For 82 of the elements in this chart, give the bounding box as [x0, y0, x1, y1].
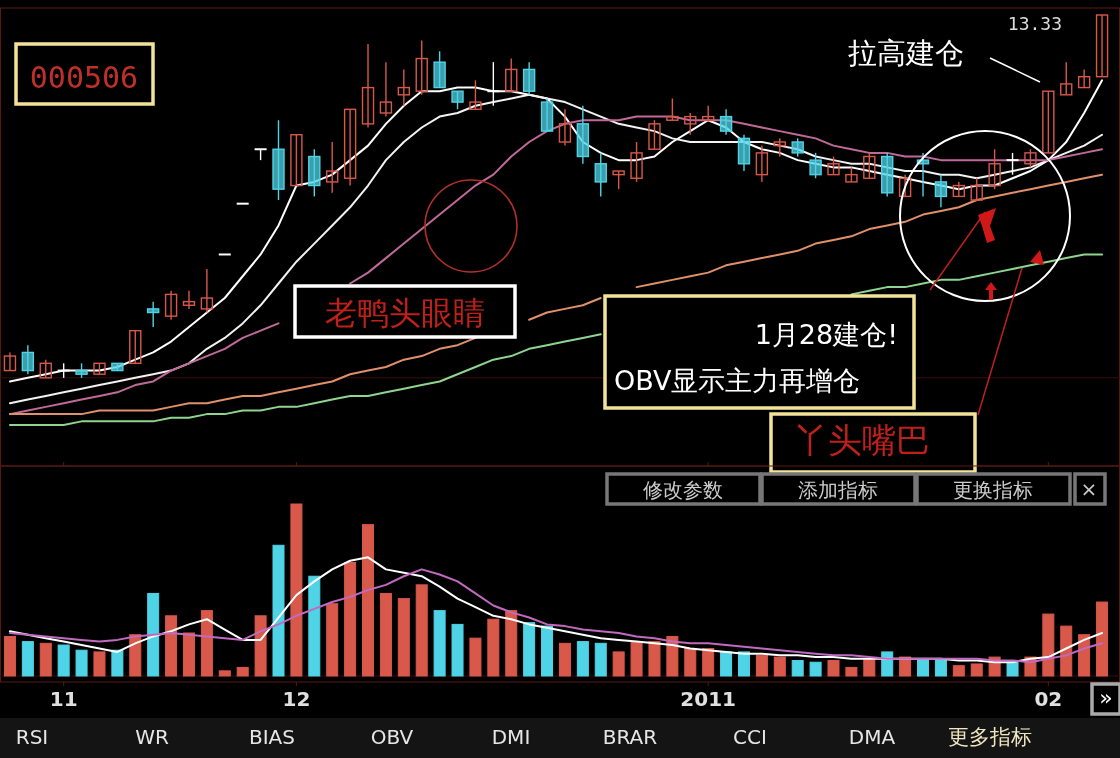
bar [1060, 625, 1073, 677]
text: DMI [491, 725, 531, 749]
bar [200, 610, 213, 677]
bar [397, 598, 410, 677]
text: RSI [15, 725, 49, 749]
bar [21, 641, 34, 677]
bar [863, 658, 876, 677]
bar [684, 647, 697, 677]
text: BIAS [249, 725, 295, 749]
text: DMA [848, 725, 896, 749]
annotation: 1月28建仓! [754, 319, 898, 350]
text: » [1099, 685, 1113, 710]
bar [576, 641, 589, 677]
bar [1042, 613, 1055, 677]
text: BRAR [602, 725, 658, 749]
bar [147, 592, 160, 677]
bar [487, 618, 500, 677]
bar [272, 544, 285, 677]
text: × [1080, 477, 1098, 501]
text: WR [135, 725, 169, 749]
bar [182, 632, 195, 677]
bar [39, 642, 52, 677]
bar [558, 642, 571, 677]
bar [451, 623, 464, 677]
bar [3, 635, 16, 677]
text: 丫头嘴巴 [794, 420, 930, 460]
annotation: 000506 [29, 60, 139, 95]
bar [379, 592, 392, 677]
text: 修改参数 [643, 478, 723, 502]
bar [433, 610, 446, 677]
bar [630, 641, 643, 677]
bar [523, 622, 536, 677]
bar [469, 637, 482, 677]
bar [362, 524, 375, 677]
bar [773, 656, 786, 677]
bar [648, 641, 661, 677]
text: 更换指标 [953, 478, 1033, 502]
bar [791, 660, 804, 677]
bar [326, 603, 339, 677]
bar [111, 649, 124, 677]
text: CCI [733, 725, 767, 749]
bar [737, 651, 750, 677]
bar [755, 654, 768, 677]
bar [702, 647, 715, 677]
annotation: 老鸭头眼睛 [325, 294, 485, 332]
bar [505, 610, 518, 677]
bar [75, 649, 88, 677]
x-tick-label: 2011 [680, 687, 737, 711]
bar [612, 651, 625, 677]
annotation: OBV显示主力再增仓 [614, 365, 861, 396]
bar [236, 666, 249, 677]
bar [344, 561, 357, 677]
bar [541, 625, 554, 677]
x-tick-label: 11 [49, 687, 78, 711]
bar [1096, 601, 1109, 677]
bar [720, 651, 733, 677]
bar [970, 663, 983, 677]
bar [666, 635, 679, 677]
bar [415, 584, 428, 677]
bar [165, 615, 178, 677]
bar [952, 665, 965, 677]
bar [594, 642, 607, 677]
bar [290, 503, 303, 677]
x-tick-label: 12 [282, 687, 311, 711]
annotation: 拉高建仓 [848, 36, 964, 70]
annotation: 13.33 [1007, 13, 1062, 34]
bar [93, 651, 106, 677]
bar [308, 575, 321, 677]
bar [57, 644, 70, 677]
bar [1006, 661, 1019, 677]
text: OBV [370, 725, 414, 749]
bar [809, 661, 822, 677]
bar [827, 660, 840, 677]
bar [917, 658, 930, 677]
bar [881, 651, 894, 677]
text: 添加指标 [798, 478, 878, 502]
bar [845, 666, 858, 677]
text: 更多指标 [948, 725, 1032, 749]
x-tick-label: 02 [1034, 687, 1063, 711]
bar [934, 658, 947, 677]
bar [254, 615, 267, 677]
bar [218, 670, 231, 677]
